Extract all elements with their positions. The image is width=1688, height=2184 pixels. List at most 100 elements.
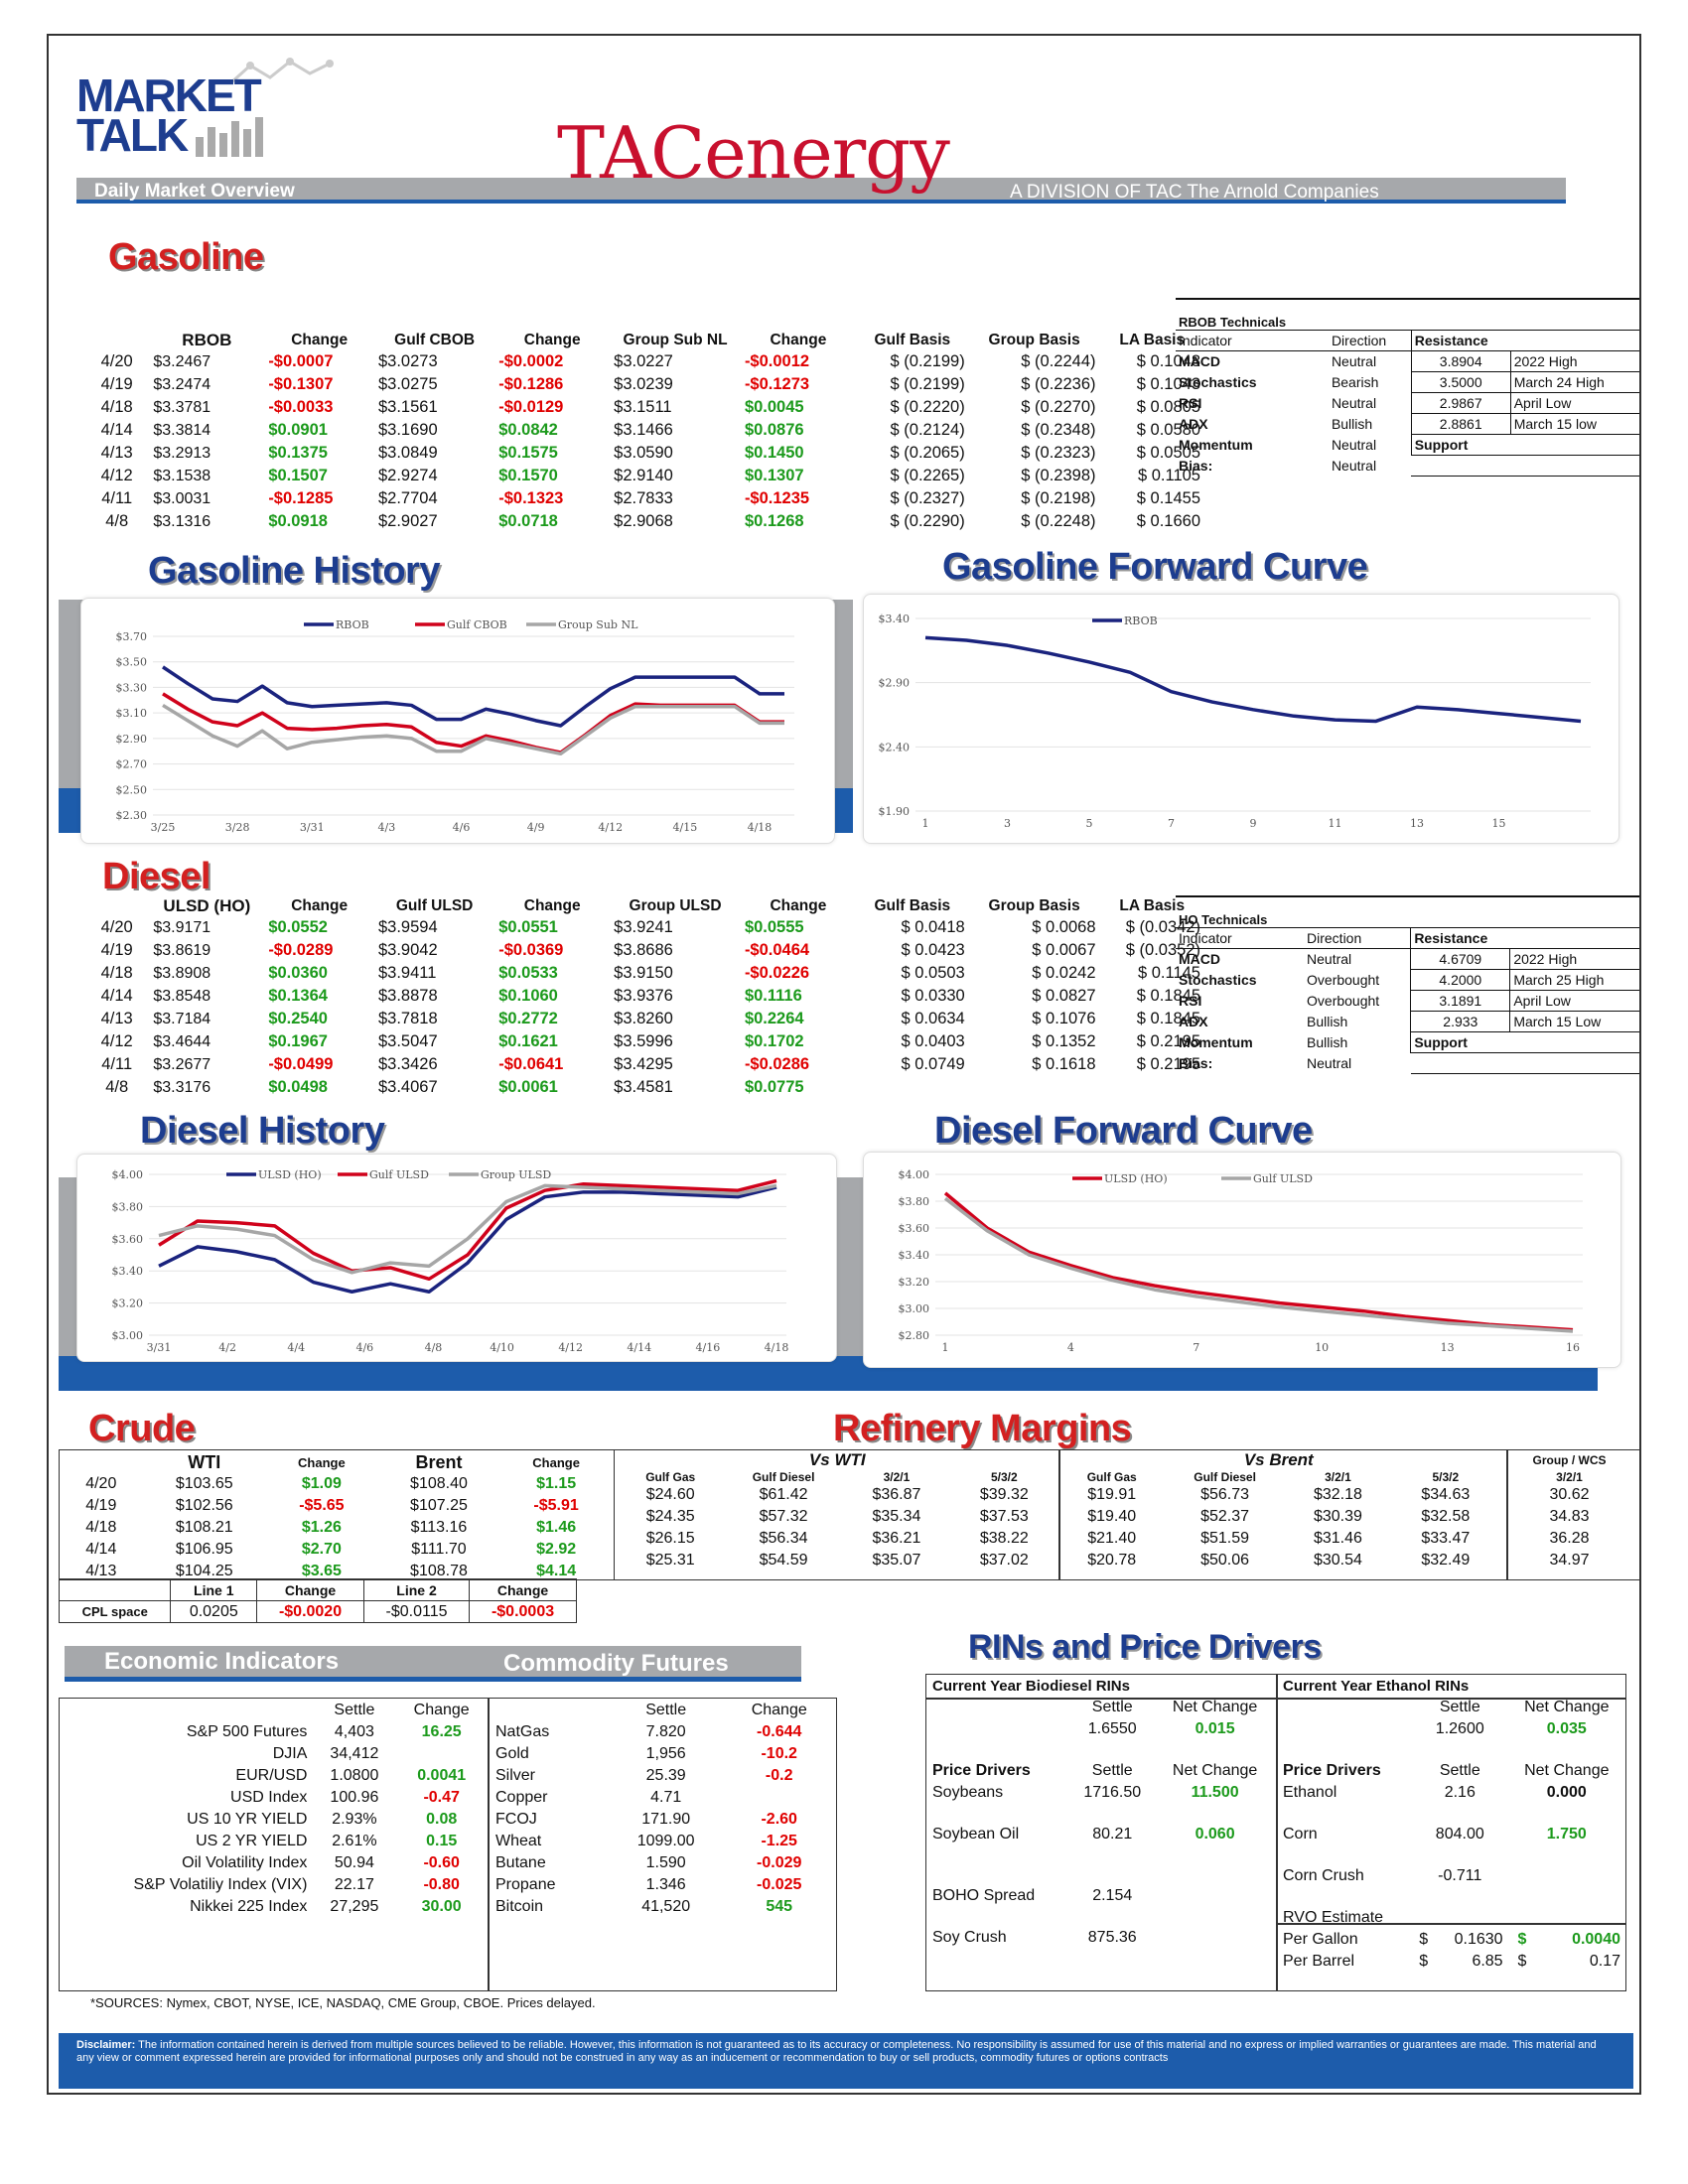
refinery-cell: $56.73 [1200, 1486, 1250, 1503]
econ-change-header: Change [413, 1702, 470, 1718]
econ-row: S&P 500 Futures 4,403 16.25 [61, 1721, 488, 1743]
rins-bio-row: 1.6550 0.015 [927, 1718, 1275, 1740]
tech-indicator: MACD [1176, 349, 1329, 371]
gasoline-col-header: Change [523, 332, 581, 348]
gasoline-cell: $3.0239 [614, 375, 673, 393]
crude-cell: $1.46 [536, 1519, 577, 1536]
econ-settle: 1.0800 [330, 1767, 379, 1784]
refinery-cell: 36.28 [1549, 1530, 1590, 1547]
gasoline-cell: $0.1375 [268, 444, 328, 462]
cpl-cell: -$0.0020 [256, 1600, 364, 1623]
diesel-cell: $0.1060 [498, 987, 558, 1005]
tech-level-note: March 15 low [1510, 412, 1639, 435]
diesel-header-row: ULSD (HO) Change Gulf ULSD Change Group ULSD… [84, 896, 1204, 916]
diesel-cell: $ 0.1618 [1032, 1055, 1096, 1073]
tech-direction: Neutral [1331, 436, 1377, 453]
gasoline-cell: $0.1507 [268, 467, 328, 484]
gasoline-cell: $ 0.1660 [1136, 512, 1200, 530]
price-drivers-header: Price Drivers [932, 1762, 1031, 1779]
econ-change: 0.08 [426, 1811, 458, 1828]
diesel-cell: $3.9376 [614, 987, 673, 1005]
series-line-gulf-ulsd [158, 1178, 777, 1282]
gasoline-cell: $ (0.2199) [890, 352, 965, 370]
crude-row: 4/14 $106.95 $2.70 $111.70 $2.92 [63, 1539, 609, 1561]
soyoil-chg: 0.060 [1195, 1826, 1235, 1843]
division-text: A DIVISION OF TAC The Arnold Companies [1010, 182, 1379, 203]
boho-label: BOHO Spread [932, 1887, 1036, 1904]
y-tick-label: $3.40 [899, 1249, 930, 1262]
per-gallon-cell: 0.1630 [1454, 1931, 1503, 1948]
tech-level: 3.8904 [1410, 349, 1511, 372]
econ-row: EUR/USD 1.0800 0.0041 [61, 1765, 488, 1787]
diesel-cell: $ 0.0749 [901, 1055, 965, 1073]
commod-change: -0.2 [765, 1767, 793, 1784]
per-barrel-cell: 6.85 [1472, 1953, 1503, 1970]
econ-change: -0.47 [423, 1789, 460, 1806]
x-tick-label: 13 [1441, 1341, 1455, 1354]
diesel-title: Diesel [102, 856, 211, 897]
refinery-cell: $26.15 [645, 1530, 695, 1547]
x-tick-label: 3 [1004, 817, 1011, 830]
gasoline-cell: $3.1538 [153, 467, 211, 484]
blank [927, 1740, 1069, 1760]
diesel-cell: -$0.0369 [498, 941, 564, 959]
diesel-forward-title: Diesel Forward Curve [934, 1110, 1313, 1152]
gasoline-cell: $ (0.2290) [890, 512, 965, 530]
diesel-col-header [84, 896, 149, 916]
gasoline-cell: $3.1690 [378, 421, 438, 439]
gasoline-row: 4/18 $3.3781 -$0.0033 $3.1561 -$0.0129 $3.151… [84, 396, 1204, 419]
rins-spacer [927, 1740, 1275, 1760]
x-tick-label: 4/9 [527, 821, 545, 834]
refinery-sub-header: 3/2/1 [1556, 1470, 1583, 1484]
commod-settle: 1099.00 [636, 1833, 695, 1849]
rvo-row: RVO Estimate [1278, 1907, 1625, 1929]
brand-talk: TALK [76, 109, 189, 161]
gasoline-cell: -$0.0007 [268, 352, 334, 370]
diesel-cell: $ 0.0403 [901, 1032, 965, 1050]
crude-cell: $1.26 [301, 1519, 342, 1536]
econ-settle: 22.17 [334, 1876, 374, 1893]
tech-blank [1410, 1052, 1639, 1074]
econ-title: Economic Indicators [104, 1648, 340, 1675]
tech-level-note: March 15 Low [1509, 1010, 1639, 1032]
x-tick-label: 11 [1329, 817, 1342, 830]
y-tick-label: $3.60 [112, 1233, 144, 1246]
rins-hline-1 [925, 1698, 1626, 1700]
diesel-cell: $0.2264 [744, 1010, 804, 1027]
refinery-vs-brent: Vs Brent [1243, 1450, 1314, 1469]
refinery-cell: $35.07 [872, 1552, 921, 1569]
tech-indicator: Bias: [1179, 457, 1213, 474]
tech-level: 3.5000 [1410, 370, 1511, 393]
gasoline-cell: $0.0901 [268, 421, 328, 439]
diesel-tech-row: MACD Neutral 4.6709 2022 High [1176, 947, 1639, 970]
gasoline-cell: $3.0275 [378, 375, 438, 393]
gasoline-cell: $3.0273 [378, 352, 438, 370]
cpl-col-header: Change [256, 1578, 364, 1601]
gasoline-cell: $ (0.2244) [1021, 352, 1096, 370]
y-tick-label: $3.00 [899, 1302, 930, 1315]
gasoline-cell: -$0.0002 [498, 352, 564, 370]
network-graphic [228, 58, 334, 85]
gasoline-col-header: Change [770, 332, 827, 348]
refinery-cell: $30.39 [1313, 1508, 1362, 1525]
gasoline-cell: $3.2467 [153, 352, 211, 370]
diesel-tech-row: Stochastics Overbought 4.2000 March 25 High [1176, 968, 1639, 991]
gasoline-cell: 4/12 [100, 467, 133, 484]
tech-direction: Bullish [1307, 1033, 1348, 1050]
refinery-table: Vs WTI Vs Brent Group / WCS Gulf Gas Gulf Di… [617, 1450, 1639, 1571]
gasoline-tech-row: MACD Neutral 3.8904 2022 High [1176, 349, 1639, 372]
rbob-tech-box: RBOB Technicals Indicator Direction Resista… [1176, 298, 1639, 536]
legend-label: Group Sub NL [558, 618, 638, 631]
diesel-history-chart: $3.00 $3.20 $3.40 $3.60 $3.80 $4.00 3/31 4/2 4/4… [76, 1154, 837, 1362]
diesel-cell: $ 0.0827 [1032, 987, 1096, 1005]
crude-row: 4/19 $102.56 -$5.65 $107.25 -$5.91 [63, 1495, 609, 1517]
series-line-gulf-ulsd [943, 1196, 1574, 1333]
gasoline-col-header: Gulf Basis [874, 332, 951, 348]
diesel-table: ULSD (HO) Change Gulf ULSD Change Group ULSD… [84, 896, 1204, 1099]
per-gallon-row: Per Gallon $0.1630 $0.0040 [1278, 1929, 1625, 1951]
corn-label: Corn [1283, 1826, 1318, 1843]
rins-spacer [927, 1804, 1275, 1824]
gasoline-cell: $0.0876 [744, 421, 804, 439]
commod-title: Commodity Futures [503, 1650, 729, 1677]
gasoline-tech-row: RSI Neutral 2.9867 April Low [1176, 391, 1639, 414]
